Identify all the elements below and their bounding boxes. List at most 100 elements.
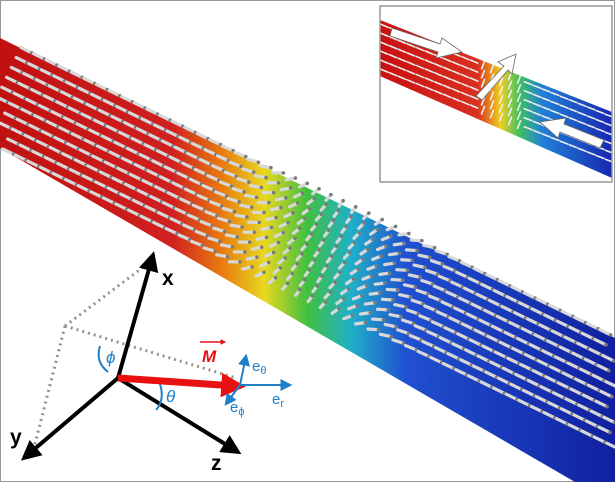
spin-arrow xyxy=(471,364,486,373)
inset-spin-arrow xyxy=(489,64,495,74)
spin-arrow xyxy=(181,161,196,170)
inset-frame xyxy=(379,5,613,183)
spin-arrow-tip xyxy=(271,250,276,255)
spin-arrow xyxy=(206,174,221,182)
spin-arrow-tip xyxy=(353,205,358,209)
spin-arrow xyxy=(572,413,587,422)
spin-arrow xyxy=(52,74,67,83)
inset-big-arrow xyxy=(539,117,605,149)
magnetization-vector xyxy=(117,372,246,398)
spin-arrow xyxy=(139,214,154,224)
spin-arrow xyxy=(546,339,561,348)
spin-arrow xyxy=(215,253,230,259)
spin-arrow xyxy=(89,190,104,199)
inset-spin-arrow xyxy=(586,115,596,120)
spin-arrow-tip xyxy=(349,214,353,219)
spin-arrow xyxy=(34,78,49,87)
spin-arrow xyxy=(43,155,58,165)
spin-arrow-tip xyxy=(325,264,329,268)
inset-spin-arrow xyxy=(507,107,513,117)
spin-arrow-tip xyxy=(365,247,370,252)
spin-arrow-tip xyxy=(224,194,229,198)
inset-spin-arrow xyxy=(516,84,522,94)
spin-arrow-tip xyxy=(322,238,326,243)
spin-arrow-tip xyxy=(320,274,324,278)
spin-arrow-tip xyxy=(350,313,355,318)
spin-arrow xyxy=(426,330,441,339)
spin-arrow xyxy=(534,394,549,404)
spin-arrow-tip xyxy=(267,200,271,205)
spin-arrow-tip xyxy=(288,186,293,190)
spin-arrow-tip xyxy=(293,236,297,241)
spin-arrow xyxy=(50,110,65,119)
spin-arrow xyxy=(440,300,455,309)
inset-spin-arrow xyxy=(388,71,398,77)
spin-arrow xyxy=(484,370,499,379)
spin-arrow-tip xyxy=(279,205,283,210)
inset-spin-arrow xyxy=(451,88,461,93)
spin-arrow xyxy=(529,404,544,414)
spin-arrow-tip xyxy=(244,154,248,159)
inset-spin-arrow xyxy=(460,82,470,88)
spin-arrow-tip xyxy=(309,232,314,237)
spin-arrow-tip xyxy=(408,295,413,299)
spin-arrow xyxy=(13,153,28,162)
spin-arrow xyxy=(61,152,76,161)
spin-arrow xyxy=(591,373,606,383)
spin-arrow-tip xyxy=(334,244,339,249)
spin-arrow-tip xyxy=(368,310,373,315)
inset-spin-arrow xyxy=(532,84,542,90)
spin-arrow xyxy=(184,187,199,196)
spin-arrow xyxy=(239,203,254,209)
spin-arrow-tip xyxy=(415,248,419,253)
spin-arrow xyxy=(53,136,68,145)
spin-arrow-tip xyxy=(608,333,613,337)
spin-arrow xyxy=(63,116,78,125)
spin-arrow xyxy=(500,304,515,314)
spin-arrow xyxy=(530,307,545,316)
inset-spin-arrow xyxy=(480,78,486,88)
spin-arrow-tip xyxy=(291,211,295,215)
spin-arrow-tip xyxy=(302,278,307,282)
spin-arrow xyxy=(191,203,206,212)
spin-arrow-tip xyxy=(240,225,244,229)
e-theta-axis xyxy=(238,353,250,386)
spin-arrow xyxy=(544,375,559,384)
inset-spin-arrow xyxy=(415,82,425,88)
spin-arrow xyxy=(0,96,10,104)
inset-spin-arrow xyxy=(424,77,434,82)
inset-spin-arrow xyxy=(451,79,461,84)
inset-spin-arrow xyxy=(424,86,434,91)
spin-arrow xyxy=(169,217,184,226)
spin-arrow-tip xyxy=(295,262,299,266)
spin-arrow xyxy=(447,254,462,263)
inset-spin-arrow xyxy=(433,71,443,77)
spin-arrow xyxy=(463,348,478,357)
inset-spin-arrow xyxy=(406,61,416,66)
spin-arrow xyxy=(535,297,550,306)
spin-arrow xyxy=(412,263,427,270)
spin-arrow xyxy=(233,150,248,159)
spin-arrow xyxy=(571,351,586,361)
spin-arrow-tip xyxy=(357,231,361,235)
spin-arrow xyxy=(593,337,608,347)
e-theta-base: e xyxy=(252,358,260,375)
spin-arrow-tip xyxy=(346,287,351,291)
spin-arrow xyxy=(486,334,501,344)
inset-spin-arrow xyxy=(460,73,470,79)
inset-spin-arrow xyxy=(480,105,486,115)
spin-arrow-tip xyxy=(285,281,290,286)
inset-spin-arrow xyxy=(541,88,551,93)
inset-spin-arrow xyxy=(577,102,587,108)
spin-arrow xyxy=(178,135,193,145)
inset-spin-arrow xyxy=(380,41,389,46)
inset-spin-arrow xyxy=(516,120,522,130)
spin-arrow xyxy=(214,190,229,198)
theta-label: θ xyxy=(166,387,176,406)
spin-arrow xyxy=(119,192,134,202)
spin-arrow xyxy=(28,123,43,133)
spin-arrow xyxy=(473,328,488,337)
spin-arrow xyxy=(174,207,189,216)
spin-arrow xyxy=(541,349,556,358)
spin-arrow xyxy=(405,308,420,316)
